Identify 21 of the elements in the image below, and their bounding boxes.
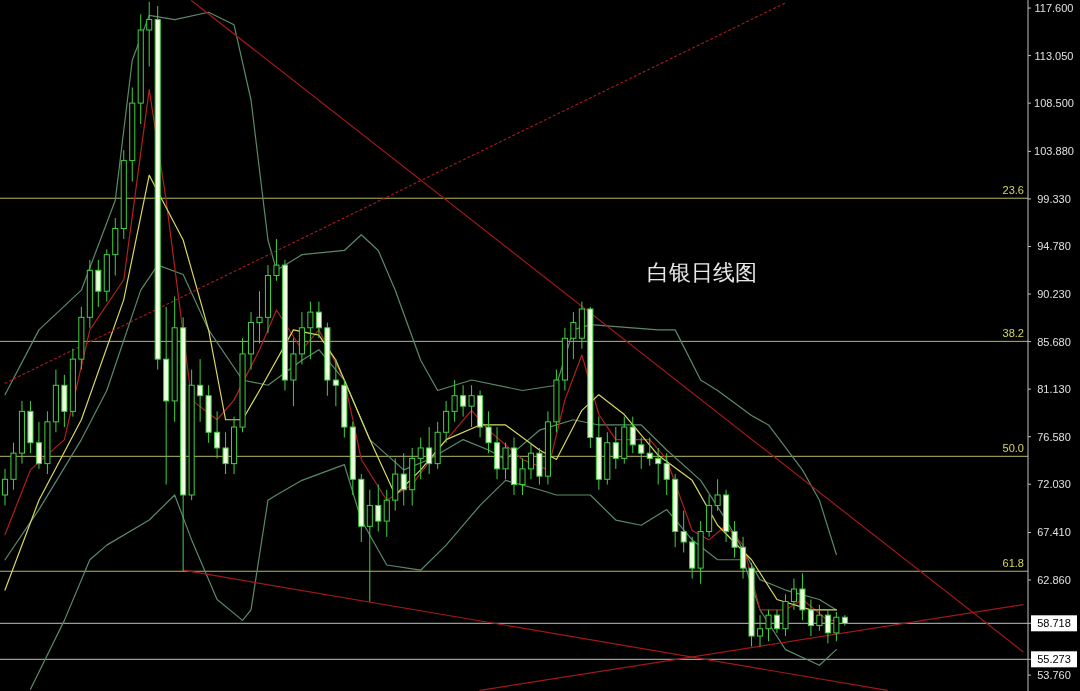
y-tick-label: 67.410 <box>1037 526 1071 539</box>
y-tick-label: 117.600 <box>1034 2 1074 15</box>
y-tick-label: 58.718 <box>1037 617 1071 630</box>
y-tick-label: 55.273 <box>1037 653 1071 666</box>
text: 白银日线图 <box>647 260 757 285</box>
annotation: 38.2 <box>1002 327 1024 340</box>
y-tick-label: 94.780 <box>1037 240 1071 253</box>
annotation: 61.8 <box>1002 557 1024 570</box>
y-tick-label: 103.880 <box>1034 145 1074 158</box>
annotation: 50.0 <box>1002 442 1024 455</box>
y-tick-label: 85.680 <box>1037 335 1071 348</box>
y-tick-label: 81.130 <box>1037 383 1071 396</box>
annotation: 23.6 <box>1002 184 1024 197</box>
y-tick-label: 113.050 <box>1034 49 1074 62</box>
y-tick-label: 72.030 <box>1037 478 1071 491</box>
y-tick-label: 76.580 <box>1037 430 1071 443</box>
y-tick-label: 99.330 <box>1037 192 1071 205</box>
y-tick-label: 62.860 <box>1037 574 1071 587</box>
y-tick-label: 53.760 <box>1037 669 1071 682</box>
y-tick-label: 108.500 <box>1034 97 1074 110</box>
y-tick-label: 90.230 <box>1037 288 1071 301</box>
